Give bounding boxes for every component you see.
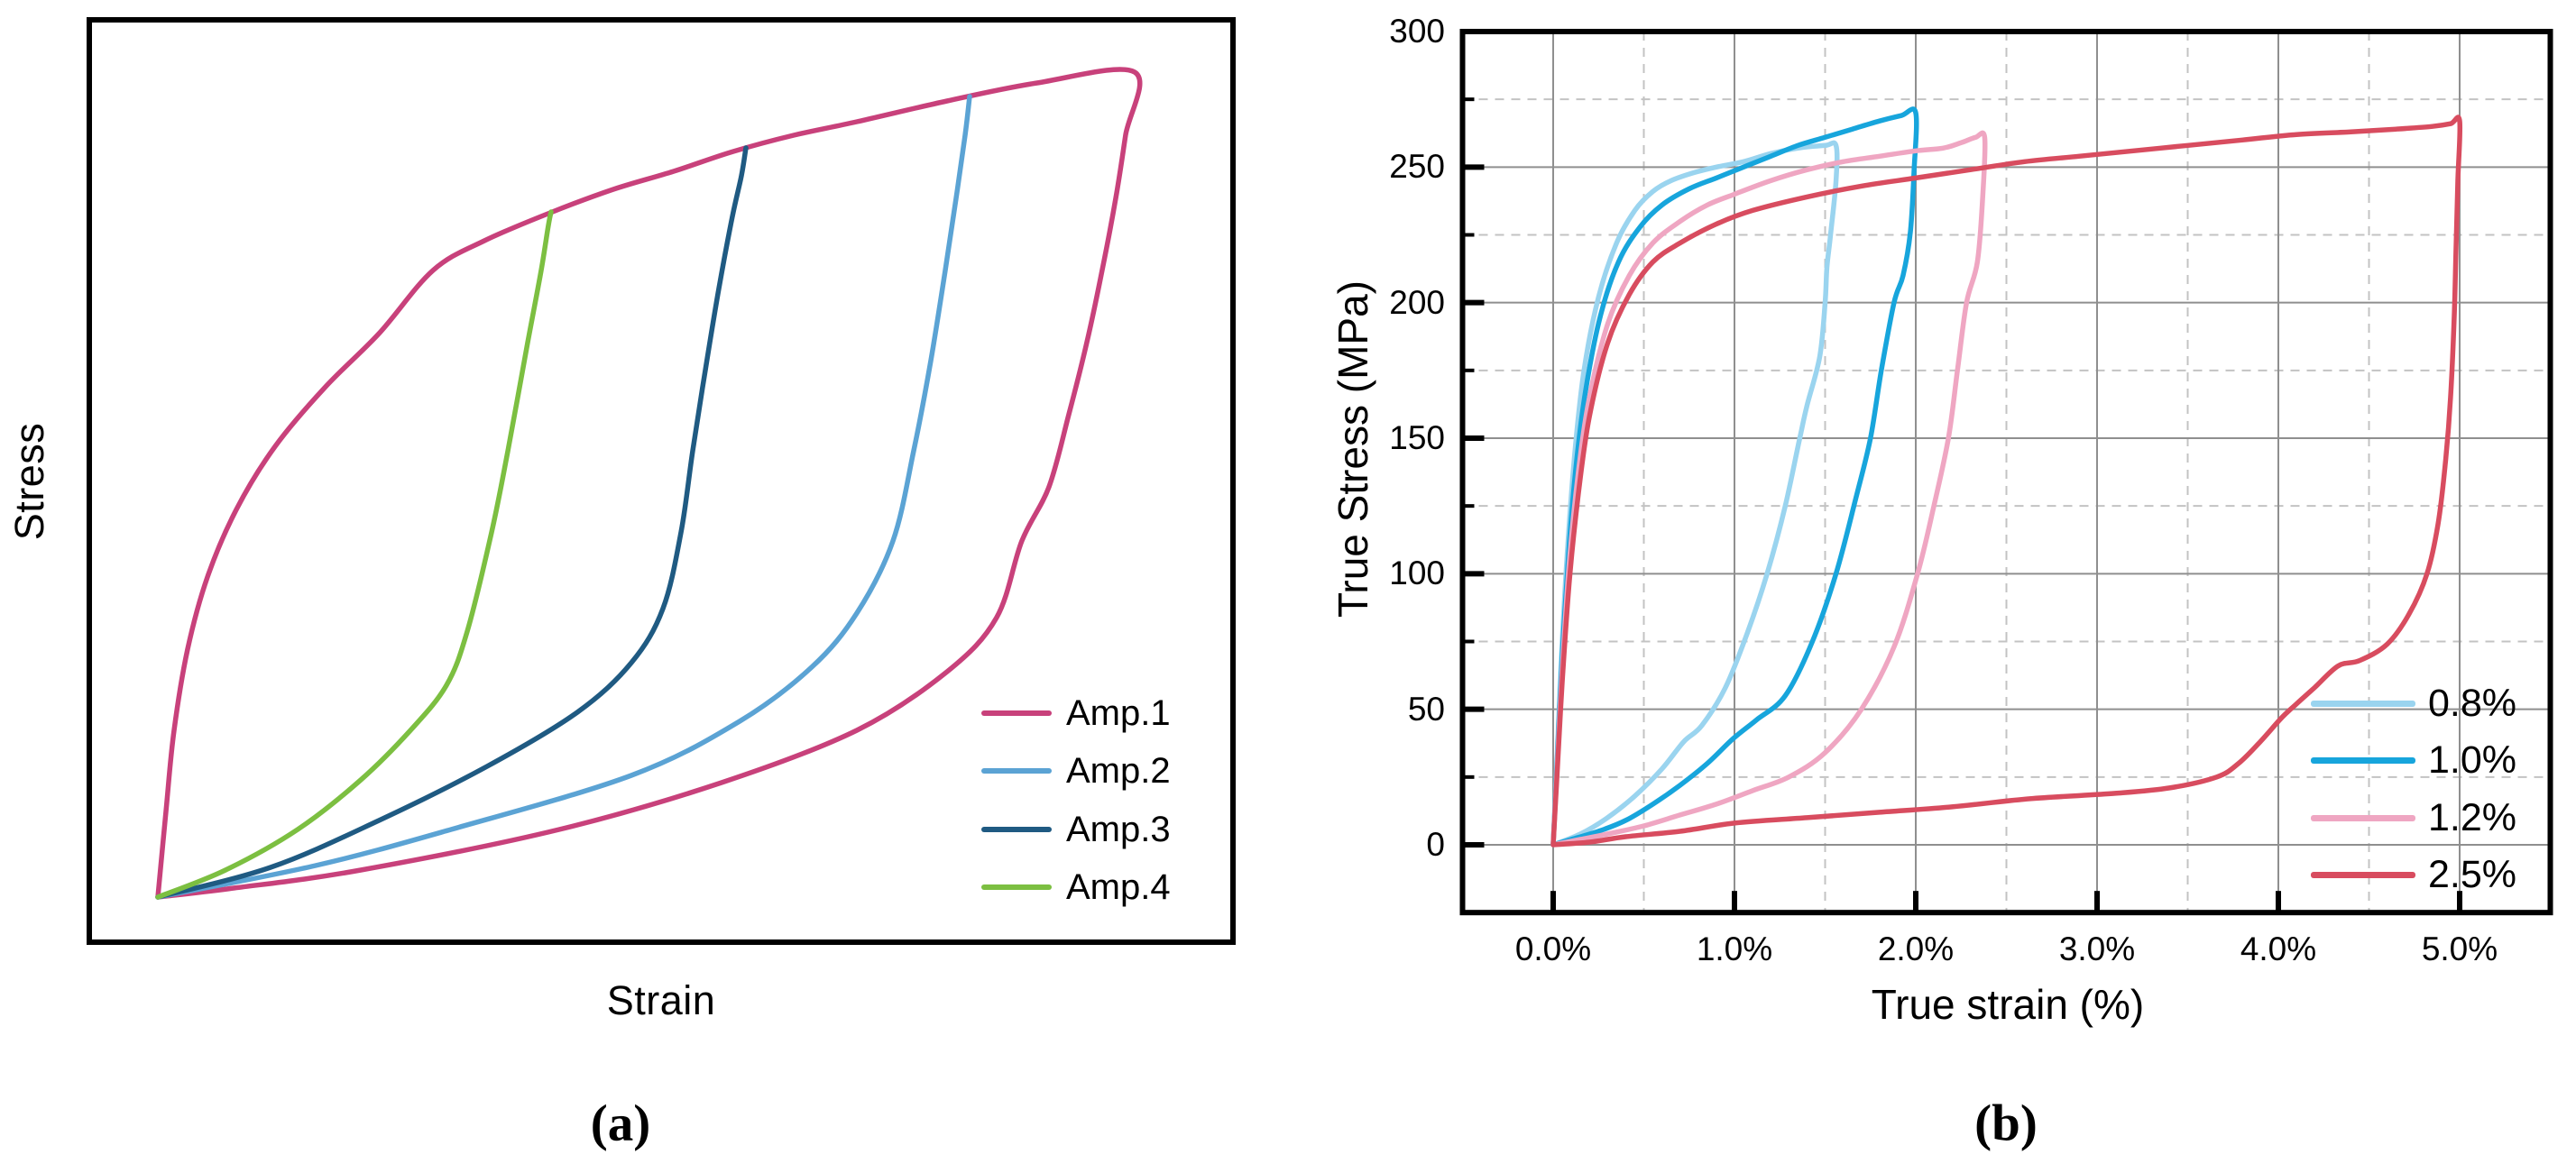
panel-b-legend-item: 1.0% bbox=[2311, 738, 2516, 782]
panel-a-curve-amp-3 bbox=[155, 145, 749, 900]
panel-a-axes-box bbox=[87, 17, 1236, 945]
panel-b-curve-1-0- bbox=[1550, 106, 1919, 848]
legend-line-1-2pct bbox=[2311, 814, 2415, 821]
y-tick-label: 50 bbox=[1407, 690, 1445, 728]
panel-b-caption: (b) bbox=[1974, 1095, 2038, 1152]
panel-a-legend-item: Amp.4 bbox=[981, 866, 1171, 909]
panel-b-legend-item: 2.5% bbox=[2311, 853, 2516, 896]
panel-a-curve-amp-4 bbox=[155, 209, 554, 900]
y-tick-label: 150 bbox=[1389, 418, 1445, 456]
panel-a-legend-item: Amp.3 bbox=[981, 808, 1171, 851]
legend-line-2-5pct bbox=[2311, 871, 2415, 878]
legend-line-amp1 bbox=[981, 710, 1052, 716]
y-tick-label: 200 bbox=[1389, 283, 1445, 321]
legend-line-amp2 bbox=[981, 768, 1052, 774]
panel-b-x-axis-label: True strain (%) bbox=[1871, 981, 2145, 1028]
legend-label-amp3: Amp.3 bbox=[1066, 809, 1171, 849]
x-tick-label: 0.0% bbox=[1514, 930, 1592, 967]
panel-a-legend-item: Amp.1 bbox=[981, 692, 1171, 735]
legend-label-amp1: Amp.1 bbox=[1066, 692, 1171, 733]
panel-a-x-axis-label: Strain bbox=[606, 977, 716, 1023]
y-tick-label: 0 bbox=[1426, 826, 1445, 863]
x-tick-label: 5.0% bbox=[2421, 930, 2498, 967]
panel-b-legend-item: 0.8% bbox=[2311, 682, 2516, 725]
panel-a-plot bbox=[87, 17, 1236, 945]
x-tick-label: 1.0% bbox=[1696, 930, 1773, 967]
legend-label-2-5pct: 2.5% bbox=[2428, 852, 2517, 896]
y-tick-label: 100 bbox=[1389, 554, 1445, 592]
x-tick-label: 4.0% bbox=[2240, 930, 2317, 967]
x-tick-label: 3.0% bbox=[2058, 930, 2136, 967]
panel-a-curve-amp-2 bbox=[155, 94, 972, 900]
y-tick-label: 300 bbox=[1389, 12, 1445, 50]
legend-line-0-8pct bbox=[2311, 700, 2415, 707]
panel-a-y-axis-label: Stress bbox=[6, 422, 52, 541]
legend-label-amp4: Amp.4 bbox=[1066, 866, 1171, 907]
legend-label-0-8pct: 0.8% bbox=[2428, 681, 2517, 725]
panel-b-plot bbox=[1459, 28, 2553, 916]
panel-a-curve-amp-1 bbox=[155, 67, 1143, 900]
panel-b-curve-1-2- bbox=[1550, 130, 1988, 848]
legend-line-amp4 bbox=[981, 884, 1052, 890]
panel-b-curve-0-8- bbox=[1550, 140, 1840, 848]
panel-b-axes-box bbox=[1459, 28, 2553, 916]
panel-a-legend-item: Amp.2 bbox=[981, 749, 1171, 793]
y-tick-label: 250 bbox=[1389, 148, 1445, 186]
legend-line-amp3 bbox=[981, 827, 1052, 832]
x-tick-label: 2.0% bbox=[1877, 930, 1955, 967]
panel-b-legend-item: 1.2% bbox=[2311, 796, 2516, 839]
panel-b-curve-2-5- bbox=[1550, 115, 2463, 848]
legend-line-1-0pct bbox=[2311, 756, 2415, 764]
legend-label-amp2: Amp.2 bbox=[1066, 750, 1171, 791]
legend-label-1-2pct: 1.2% bbox=[2428, 795, 2517, 839]
legend-label-1-0pct: 1.0% bbox=[2428, 738, 2517, 782]
panel-a-caption: (a) bbox=[590, 1095, 651, 1152]
